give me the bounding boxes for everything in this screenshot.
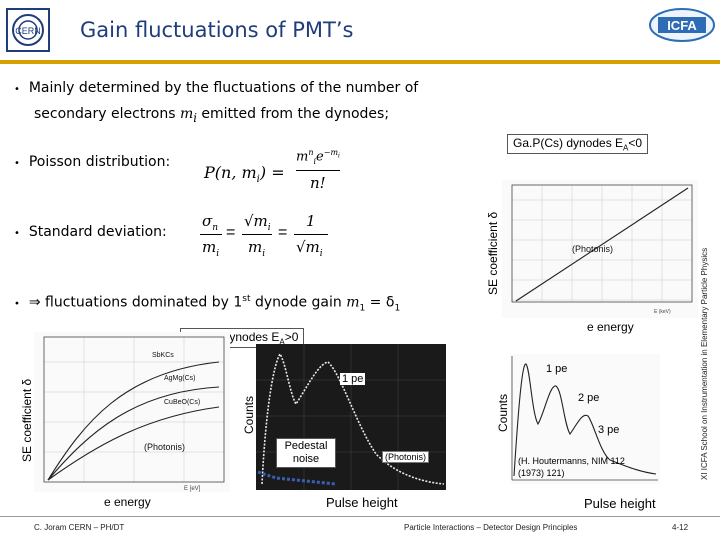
pulse-height-trace [261,352,445,485]
gap-xlabel: e energy [587,320,634,334]
svg-text:(Photonis): (Photonis) [144,442,185,452]
school-side-text: XI ICFA School on Instrumentation in Ele… [700,247,709,480]
photo-photonis-label: (Photonis) [382,451,430,463]
spectrum-2pe-label: 2 pe [578,392,600,404]
svg-text:(Photonis): (Photonis) [572,244,613,254]
curve-sbkcs [47,361,220,481]
gap-chart: (Photonis) E (keV) [502,180,698,318]
bullet-2: • Poisson distribution: [14,154,171,170]
spectrum-1pe-label: 1 pe [546,363,568,375]
page-title: Gain fluctuations of PMT’s [80,18,354,42]
photo-1pe-label: 1 pe [340,373,366,385]
pedestal-trace [257,470,337,486]
svg-text:E [eV]: E [eV] [184,486,201,492]
spectrum-3pe-label: 3 pe [598,424,620,436]
cern-logo: CERN [6,8,50,52]
bullet-4: • ⇒ fluctuations dominated by 1st dynode… [14,294,401,314]
curve-agmg [47,386,220,481]
curve-cubeo [47,406,220,481]
spectrum-curve [513,363,657,477]
cube-ylabel: SE coefficient δ [20,378,34,462]
footer-rule [0,516,720,517]
icfa-logo: ICFA [648,6,716,44]
bullet-1: • Mainly determined by the fluctuations … [14,80,419,96]
poisson-formula: P(n, mi) = mnie−mi n! [204,148,340,192]
spectrum-ylabel: Counts [496,393,510,432]
footer-author: C. Joram CERN – PH/DT [34,523,125,532]
counts-spectrum [510,354,660,484]
spectrum-xlabel: Pulse height [584,496,656,511]
footer-course: Particle Interactions – Detector Design … [404,523,578,532]
counts-photo [256,344,446,490]
photo-xlabel: Pulse height [326,495,398,510]
svg-text:ICFA: ICFA [667,18,697,33]
bullet-3: • Standard deviation: [14,224,167,240]
gap-dynodes-label: Ga.P(Cs) dynodes EA<0 [507,134,649,155]
cube-xlabel: e energy [104,495,151,509]
spectrum-reference: (H. Houtermanns, NIM 112 (1973) 121) [518,456,625,478]
page-number: 4-12 [672,523,689,532]
svg-text:E (keV): E (keV) [654,309,671,315]
gap-ylabel: SE coefficient δ [486,211,500,295]
svg-text:CuBeO(Cs): CuBeO(Cs) [164,399,200,406]
cube-chart: SbKCs AgMg(Cs) CuBeO(Cs) (Photonis) E [e… [34,332,230,492]
photo-ylabel: Counts [242,395,256,434]
svg-text:SbKCs: SbKCs [152,352,174,359]
pedestal-noise-label: Pedestal noise [276,438,336,468]
header-rule [0,60,720,64]
bullet-1-line-2: secondary electrons mi emitted from the … [34,106,390,125]
gap-curve [515,187,689,302]
svg-text:AgMg(Cs): AgMg(Cs) [164,375,196,382]
svg-text:CERN: CERN [15,26,41,36]
std-dev-formula: σn mi = √mi mi = 1 √mi [198,210,348,270]
